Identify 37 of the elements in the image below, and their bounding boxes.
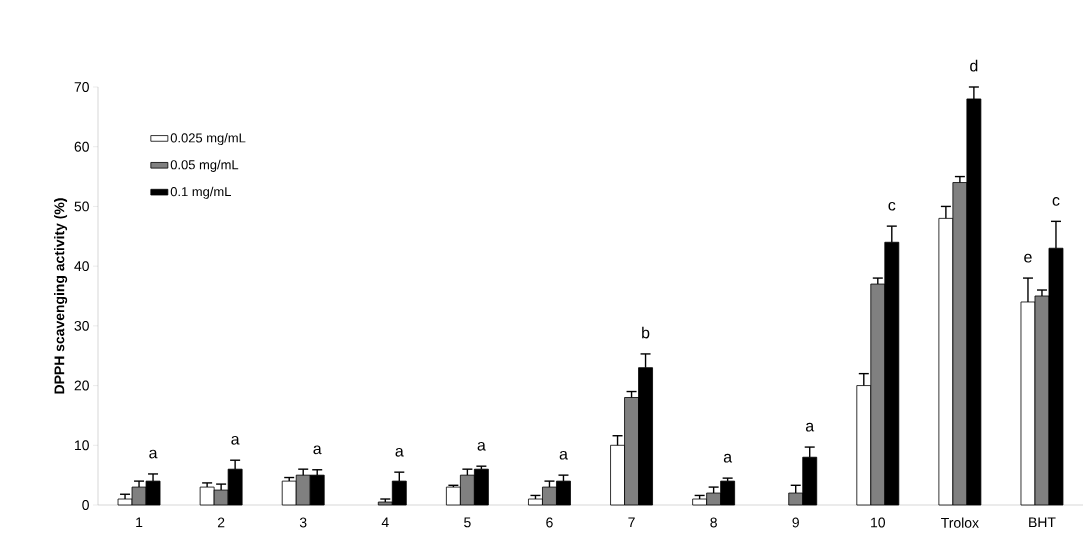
legend-label: 0.025 mg/mL	[170, 132, 246, 146]
data-label: a	[395, 447, 404, 457]
x-tick-label: 1	[136, 517, 143, 528]
y-tick-label: 50	[74, 201, 89, 212]
x-tick-label: 4	[381, 517, 389, 528]
data-label: a	[477, 441, 486, 451]
data-label: a	[149, 449, 158, 459]
x-tick-label: 6	[546, 517, 553, 528]
data-label: b	[642, 326, 650, 339]
y-tick-label: 0	[82, 500, 89, 510]
data-label: c	[1052, 197, 1060, 206]
x-tick-label: 9	[792, 517, 799, 528]
x-tick-label: 7	[628, 517, 635, 528]
data-label: a	[313, 445, 322, 455]
y-tick-label: 20	[74, 380, 89, 391]
x-tick-label: 5	[464, 517, 471, 528]
x-tick-label: 3	[299, 517, 307, 528]
y-tick-label: 40	[74, 261, 89, 272]
y-tick-label: 60	[74, 141, 89, 152]
x-tick-label: Trolox	[941, 517, 979, 528]
data-label: a	[805, 422, 815, 432]
y-tick-label: 10	[75, 440, 89, 451]
x-tick-label: 2	[217, 517, 225, 528]
y-axis-title: DPPH scavenging activity (%)	[54, 198, 68, 394]
legend-label: 0.1 mg/mL	[170, 186, 231, 199]
x-tick-label: BHT	[1029, 517, 1056, 528]
data-label: a	[231, 435, 240, 445]
data-label: e	[1024, 253, 1032, 263]
data-label: d	[970, 59, 978, 72]
data-label: a	[723, 453, 733, 463]
data-label: a	[559, 450, 568, 460]
data-label: c	[888, 201, 896, 211]
x-tick-label: 8	[710, 517, 717, 528]
legend-label: 0.05 mg/mL	[170, 159, 239, 172]
x-tick-label: 10	[871, 517, 886, 528]
y-tick-label: 30	[74, 320, 89, 331]
y-tick-label: 70	[74, 82, 89, 92]
